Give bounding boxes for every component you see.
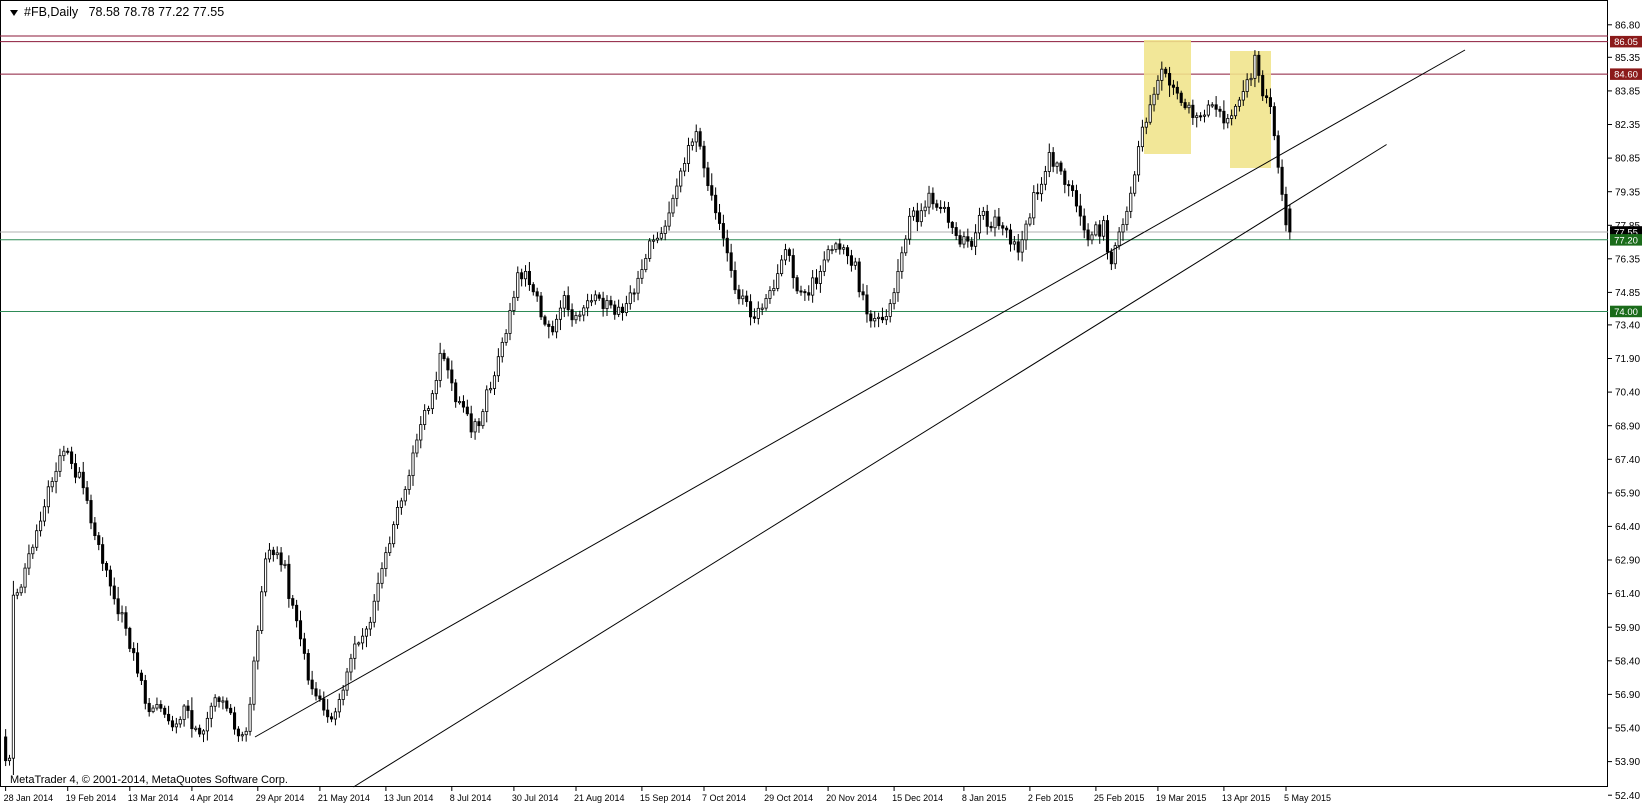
svg-text:28 Jan 2014: 28 Jan 2014 <box>4 793 54 803</box>
svg-text:67.40: 67.40 <box>1615 455 1640 466</box>
svg-text:83.85: 83.85 <box>1615 87 1640 98</box>
svg-text:74.85: 74.85 <box>1615 288 1640 299</box>
svg-text:21 Aug 2014: 21 Aug 2014 <box>574 793 625 803</box>
svg-text:61.40: 61.40 <box>1615 589 1640 600</box>
svg-text:5 May 2015: 5 May 2015 <box>1284 793 1331 803</box>
svg-text:58.40: 58.40 <box>1615 656 1640 667</box>
svg-text:86.80: 86.80 <box>1615 20 1640 31</box>
svg-text:65.90: 65.90 <box>1615 489 1640 500</box>
svg-text:#FB,Daily 78.58 78.78 77.22: #FB,Daily 78.58 78.78 77.22 77.55 <box>24 5 224 19</box>
svg-text:56.90: 56.90 <box>1615 690 1640 701</box>
svg-text:19 Mar 2015: 19 Mar 2015 <box>1156 793 1207 803</box>
svg-text:15 Dec 2014: 15 Dec 2014 <box>892 793 943 803</box>
svg-text:19 Feb 2014: 19 Feb 2014 <box>66 793 117 803</box>
svg-text:82.35: 82.35 <box>1615 120 1640 131</box>
svg-text:2 Feb 2015: 2 Feb 2015 <box>1028 793 1074 803</box>
svg-text:8 Jul 2014: 8 Jul 2014 <box>450 793 492 803</box>
svg-text:59.90: 59.90 <box>1615 623 1640 634</box>
svg-text:13 Mar 2014: 13 Mar 2014 <box>128 793 179 803</box>
svg-text:68.90: 68.90 <box>1615 421 1640 432</box>
svg-text:85.35: 85.35 <box>1615 53 1640 64</box>
svg-text:21 May 2014: 21 May 2014 <box>318 793 370 803</box>
svg-text:25 Feb 2015: 25 Feb 2015 <box>1094 793 1145 803</box>
svg-text:4 Apr 2014: 4 Apr 2014 <box>190 793 234 803</box>
svg-text:53.90: 53.90 <box>1615 757 1640 768</box>
svg-text:76.35: 76.35 <box>1615 254 1640 265</box>
svg-text:73.40: 73.40 <box>1615 321 1640 332</box>
svg-text:13 Jun 2014: 13 Jun 2014 <box>384 793 434 803</box>
svg-text:29 Apr 2014: 29 Apr 2014 <box>256 793 305 803</box>
svg-text:84.60: 84.60 <box>1614 70 1638 81</box>
svg-text:79.35: 79.35 <box>1615 187 1640 198</box>
svg-text:29 Oct 2014: 29 Oct 2014 <box>764 793 813 803</box>
svg-text:52.40: 52.40 <box>1615 791 1640 802</box>
svg-text:7 Oct 2014: 7 Oct 2014 <box>702 793 746 803</box>
svg-text:MetaTrader 4, © 2001-2014, Me: MetaTrader 4, © 2001-2014, MetaQuotes So… <box>10 774 288 786</box>
svg-text:74.00: 74.00 <box>1614 307 1638 318</box>
svg-text:70.40: 70.40 <box>1615 388 1640 399</box>
svg-text:15 Sep 2014: 15 Sep 2014 <box>640 793 691 803</box>
svg-text:20 Nov 2014: 20 Nov 2014 <box>826 793 877 803</box>
svg-text:86.05: 86.05 <box>1614 37 1638 48</box>
svg-text:71.90: 71.90 <box>1615 354 1640 365</box>
svg-text:8 Jan 2015: 8 Jan 2015 <box>962 793 1007 803</box>
svg-text:13 Apr 2015: 13 Apr 2015 <box>1222 793 1271 803</box>
svg-text:30 Jul 2014: 30 Jul 2014 <box>512 793 559 803</box>
svg-text:64.40: 64.40 <box>1615 522 1640 533</box>
svg-text:55.40: 55.40 <box>1615 724 1640 735</box>
svg-text:77.20: 77.20 <box>1614 235 1638 246</box>
svg-text:62.90: 62.90 <box>1615 556 1640 567</box>
svg-text:80.85: 80.85 <box>1615 154 1640 165</box>
